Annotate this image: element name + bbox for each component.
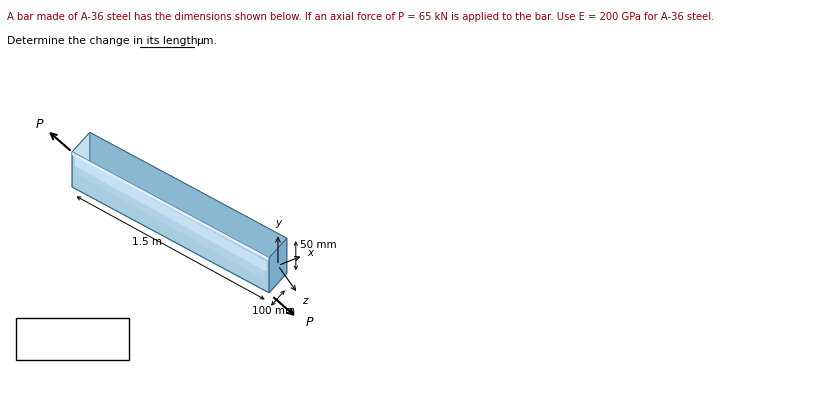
Text: P: P: [36, 117, 43, 130]
Text: 1.5 m: 1.5 m: [132, 237, 162, 247]
Text: x: x: [308, 249, 314, 259]
Polygon shape: [72, 132, 90, 187]
Polygon shape: [72, 132, 287, 258]
Text: P: P: [306, 316, 314, 329]
Bar: [16, 318, 129, 360]
Text: z: z: [302, 296, 308, 306]
Polygon shape: [72, 152, 269, 261]
Polygon shape: [77, 157, 265, 280]
Text: y: y: [275, 219, 281, 229]
Text: μm.: μm.: [197, 36, 217, 46]
Polygon shape: [72, 152, 269, 293]
Text: A bar made of A-36 steel has the dimensions shown below. If an axial force of P : A bar made of A-36 steel has the dimensi…: [7, 12, 715, 22]
Text: Determine the change in its length:: Determine the change in its length:: [7, 36, 202, 46]
Text: 50 mm: 50 mm: [301, 240, 337, 250]
Polygon shape: [72, 168, 287, 293]
Polygon shape: [269, 238, 287, 293]
Polygon shape: [90, 132, 287, 273]
Text: 100 mm: 100 mm: [252, 306, 295, 316]
Polygon shape: [75, 156, 266, 272]
